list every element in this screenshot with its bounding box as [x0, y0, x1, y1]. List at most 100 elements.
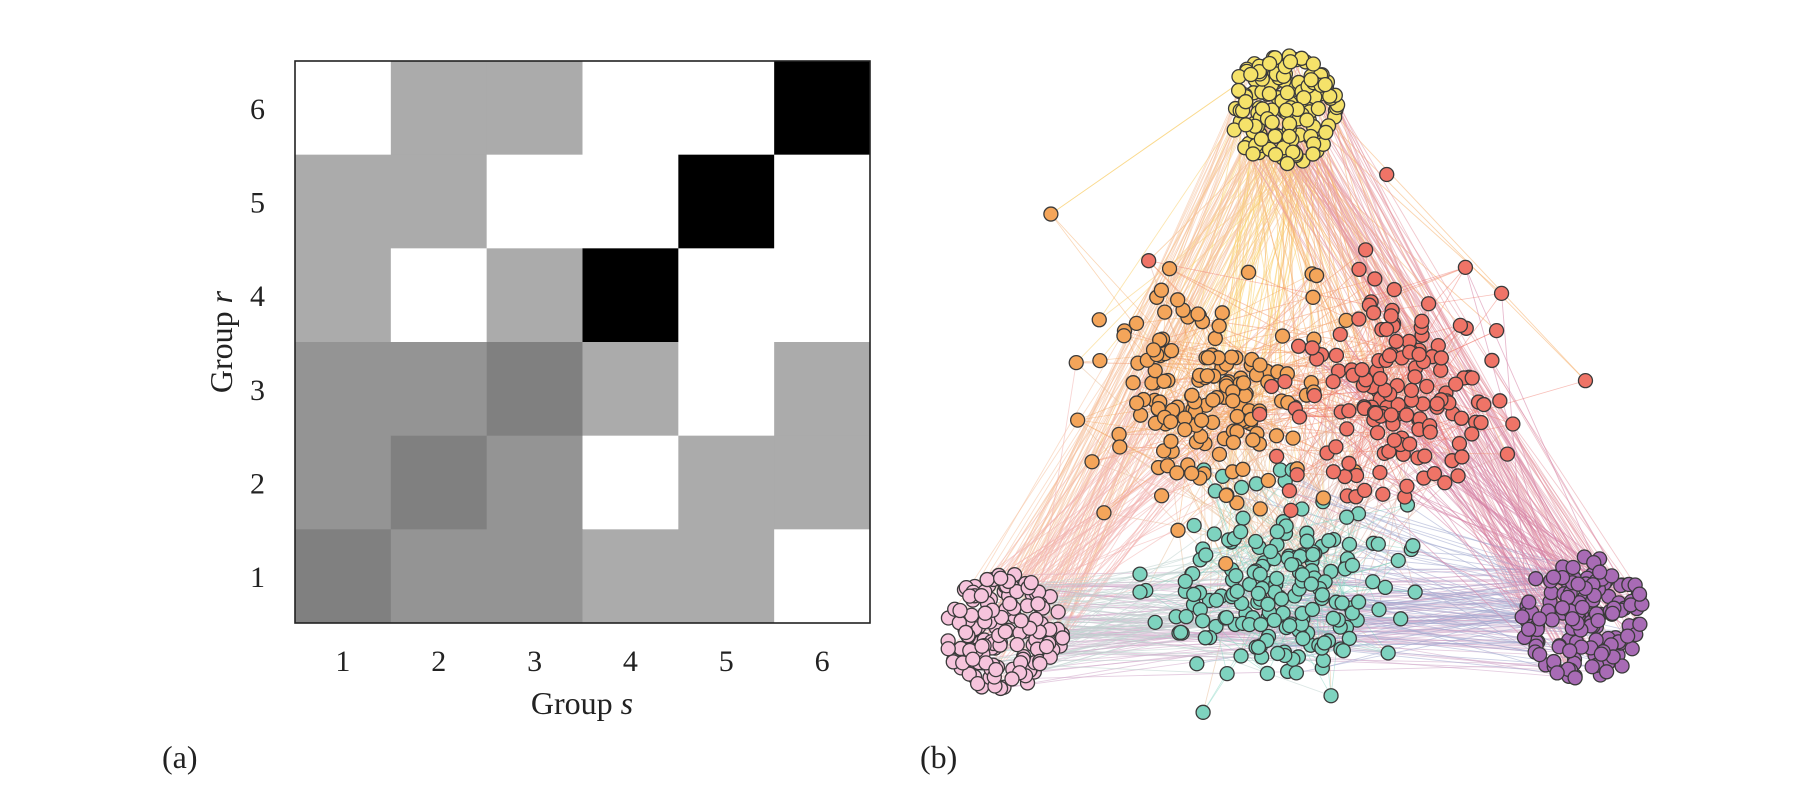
node-orange — [1153, 488, 1170, 504]
edge-yellow-pink — [989, 117, 1261, 623]
node-orange — [1199, 368, 1216, 384]
node-orange — [1240, 264, 1257, 280]
heatmap-cell-r4-s5 — [678, 248, 775, 343]
node-red — [1419, 378, 1435, 395]
node-teal — [1195, 704, 1211, 720]
edge-teal-internal — [1322, 501, 1348, 559]
edge-red-internal — [1296, 312, 1374, 475]
edge-red-internal — [1446, 400, 1513, 425]
node-purple — [1624, 641, 1640, 657]
heatmap-cell-r1-s6 — [774, 529, 871, 624]
node-red — [1325, 373, 1341, 390]
edge-orange-internal — [1177, 299, 1227, 496]
node-purple — [1614, 658, 1630, 674]
heatmap-cell-r3-s4 — [582, 342, 679, 437]
edge-yellow-red — [1242, 110, 1373, 408]
node-orange — [1145, 342, 1162, 358]
node-yellow — [1281, 116, 1298, 132]
edge-teal-internal — [1349, 544, 1380, 610]
node-pink — [940, 641, 956, 657]
node-orange — [1211, 446, 1228, 462]
x-tick-label: 5 — [719, 645, 734, 678]
node-orange — [1193, 412, 1210, 428]
node-yellow — [1243, 66, 1259, 83]
edge-red-teal — [1291, 411, 1342, 471]
edge-orange-internal — [1172, 316, 1189, 411]
edge-red-purple — [1501, 293, 1528, 607]
node-teal — [1288, 665, 1304, 681]
node-teal — [1229, 583, 1245, 600]
node-yellow — [1303, 72, 1319, 88]
heatmap-cell-r2-s4 — [582, 435, 679, 530]
node-red — [1457, 259, 1474, 276]
node-orange — [1305, 289, 1321, 305]
node-pink — [988, 661, 1004, 678]
node-red — [1383, 308, 1399, 324]
edge-teal-internal — [1214, 490, 1233, 570]
node-teal — [1294, 567, 1311, 583]
edge-yellow-pink — [984, 74, 1267, 622]
node-red — [1328, 439, 1344, 455]
edge-orange-internal — [1164, 353, 1214, 401]
edge-red-purple — [1483, 404, 1592, 588]
heatmap-cell-r1-s4 — [582, 529, 679, 624]
heatmap-cell-r3-s2 — [390, 342, 488, 437]
edge-yellow-purple — [1259, 73, 1638, 609]
edge-teal-purple — [1302, 580, 1563, 609]
heatmap-cell-r4-s6 — [774, 248, 871, 343]
node-purple — [1567, 670, 1583, 686]
node-red — [1473, 414, 1489, 431]
node-orange — [1091, 312, 1107, 328]
node-teal — [1132, 566, 1148, 582]
edge-orange-pink — [984, 338, 1216, 623]
node-orange — [1315, 490, 1332, 506]
node-yellow — [1318, 124, 1334, 141]
edge-yellow-pink — [984, 74, 1321, 592]
heatmap-cell-r6-s2 — [390, 61, 488, 156]
edge-orange-pink — [981, 354, 1213, 597]
heatmap-cell-r3-s5 — [678, 342, 775, 437]
node-orange — [1112, 439, 1128, 455]
node-yellow — [1245, 146, 1261, 162]
node-red — [1488, 322, 1505, 339]
node-red — [1289, 467, 1305, 483]
node-red — [1367, 271, 1383, 287]
node-teal — [1321, 533, 1337, 549]
edge-orange-internal — [1137, 362, 1261, 366]
node-pink — [952, 602, 968, 619]
node-teal — [1316, 635, 1333, 651]
node-teal — [1335, 643, 1351, 659]
node-red — [1141, 253, 1157, 269]
node-yellow — [1230, 82, 1247, 99]
edge-yellow-pink — [1061, 112, 1288, 635]
node-pink — [979, 571, 995, 588]
node-orange — [1177, 421, 1193, 438]
node-yellow — [1261, 86, 1278, 102]
node-pink — [1023, 575, 1039, 591]
node-purple — [1584, 659, 1600, 675]
node-purple — [1562, 643, 1578, 659]
node-orange — [1096, 505, 1112, 521]
node-teal — [1339, 509, 1355, 525]
node-red — [1452, 317, 1469, 333]
heatmap-frame — [294, 60, 871, 624]
node-orange — [1161, 261, 1178, 277]
heatmap-cell-r1-s1 — [295, 529, 392, 624]
node-pink — [969, 675, 986, 692]
node-pink — [1002, 595, 1018, 612]
edge-red-internal — [1370, 267, 1466, 303]
node-orange — [1211, 318, 1227, 334]
node-orange — [1092, 352, 1108, 369]
node-teal — [1233, 479, 1250, 496]
node-teal — [1323, 688, 1339, 704]
node-teal — [1377, 579, 1393, 596]
node-teal — [1206, 526, 1222, 542]
heatmap-cell-r2-s2 — [390, 435, 488, 530]
edge-teal-purple — [1325, 581, 1529, 603]
node-purple — [1520, 621, 1537, 637]
node-teal — [1233, 648, 1249, 664]
edge-red-internal — [1148, 260, 1370, 306]
node-red — [1372, 370, 1388, 387]
node-orange — [1235, 461, 1251, 477]
node-teal — [1350, 594, 1367, 610]
